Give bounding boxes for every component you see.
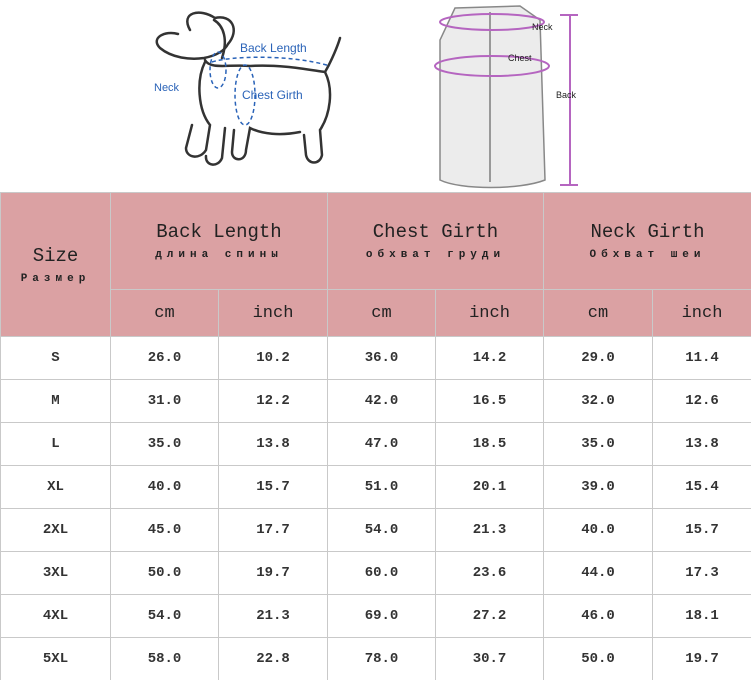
value-cell: 29.0: [543, 336, 653, 380]
table-row: L 35.0 13.8 47.0 18.5 35.0 13.8: [0, 422, 751, 466]
value-cell: 14.2: [435, 336, 544, 380]
size-cell: L: [0, 422, 111, 466]
table-row: 4XL 54.0 21.3 69.0 27.2 46.0 18.1: [0, 594, 751, 638]
value-cell: 20.1: [435, 465, 544, 509]
value-cell: 21.3: [435, 508, 544, 552]
value-cell: 54.0: [327, 508, 436, 552]
value-cell: 42.0: [327, 379, 436, 423]
value-cell: 23.6: [435, 551, 544, 595]
size-header-en: Size: [32, 244, 79, 267]
value-cell: 46.0: [543, 594, 653, 638]
value-cell: 11.4: [651, 336, 751, 380]
size-cell: 4XL: [0, 594, 111, 638]
vest-label-neck: Neck: [532, 22, 553, 32]
value-cell: 47.0: [327, 422, 436, 466]
value-cell: 32.0: [543, 379, 653, 423]
vest-drawing: [434, 5, 578, 189]
value-cell: 50.0: [110, 551, 219, 595]
table-row: XL 40.0 15.7 51.0 20.1 39.0 15.4: [0, 465, 751, 509]
vest-label-chest: Chest: [508, 53, 532, 63]
unit-header: inch: [651, 289, 751, 337]
table-row: 5XL 58.0 22.8 78.0 30.7 50.0 19.7: [0, 637, 751, 680]
value-cell: 45.0: [110, 508, 219, 552]
value-cell: 58.0: [110, 637, 219, 680]
value-cell: 13.8: [218, 422, 328, 466]
value-cell: 40.0: [543, 508, 653, 552]
group-header: Chest Girth обхват груди: [327, 192, 544, 290]
table-row: 3XL 50.0 19.7 60.0 23.6 44.0 17.3: [0, 551, 751, 595]
value-cell: 54.0: [110, 594, 219, 638]
table-row: 2XL 45.0 17.7 54.0 21.3 40.0 15.7: [0, 508, 751, 552]
value-cell: 15.7: [218, 465, 328, 509]
value-cell: 10.2: [218, 336, 328, 380]
value-cell: 21.3: [218, 594, 328, 638]
size-cell: 5XL: [0, 637, 111, 680]
value-cell: 44.0: [543, 551, 653, 595]
dog-measure-lines: [209, 51, 331, 126]
value-cell: 78.0: [327, 637, 436, 680]
group-header-en: Back Length: [156, 221, 282, 243]
value-cell: 27.2: [435, 594, 544, 638]
size-header-ru: Размер: [20, 272, 91, 285]
value-cell: 19.7: [651, 637, 751, 680]
group-header-ru: обхват груди: [365, 249, 506, 261]
value-cell: 18.1: [651, 594, 751, 638]
table-row: S 26.0 10.2 36.0 14.2 29.0 11.4: [0, 336, 751, 380]
group-header-en: Chest Girth: [372, 221, 499, 243]
group-header-ru: Обхват шеи: [589, 249, 706, 261]
size-cell: 2XL: [0, 508, 111, 552]
vest-label-back: Back: [556, 90, 577, 100]
value-cell: 19.7: [218, 551, 328, 595]
size-header: Size Размер: [0, 192, 111, 337]
value-cell: 12.6: [651, 379, 751, 423]
size-cell: 3XL: [0, 551, 111, 595]
value-cell: 30.7: [435, 637, 544, 680]
value-cell: 22.8: [218, 637, 328, 680]
value-cell: 35.0: [543, 422, 653, 466]
value-cell: 16.5: [435, 379, 544, 423]
value-cell: 17.3: [651, 551, 751, 595]
value-cell: 17.7: [218, 508, 328, 552]
size-cell: S: [0, 336, 111, 380]
size-cell: M: [0, 379, 111, 423]
table-row: M 31.0 12.2 42.0 16.5 32.0 12.6: [0, 379, 751, 423]
unit-header: cm: [110, 289, 219, 337]
size-table: Size Размер Back Length длина спины Chest …: [0, 192, 751, 680]
group-header: Back Length длина спины: [110, 192, 328, 290]
size-cell: XL: [0, 465, 111, 509]
dog-label-chest: Chest Girth: [242, 88, 303, 102]
group-header-en: Neck Girth: [590, 221, 705, 243]
value-cell: 51.0: [327, 465, 436, 509]
value-cell: 35.0: [110, 422, 219, 466]
unit-header: inch: [218, 289, 328, 337]
dog-drawing: [155, 11, 342, 166]
value-cell: 12.2: [218, 379, 328, 423]
unit-header: cm: [543, 289, 653, 337]
group-header: Neck Girth Обхват шеи: [542, 192, 751, 290]
group-header-ru: длина спины: [155, 249, 283, 261]
value-cell: 13.8: [651, 422, 751, 466]
value-cell: 15.7: [651, 508, 751, 552]
illustration: Back Length Neck Chest Girth Neck Chest …: [154, 5, 578, 189]
value-cell: 39.0: [543, 465, 653, 509]
value-cell: 18.5: [435, 422, 544, 466]
value-cell: 26.0: [110, 336, 219, 380]
unit-header: cm: [327, 289, 436, 337]
value-cell: 36.0: [327, 336, 436, 380]
unit-header: inch: [435, 289, 544, 337]
value-cell: 15.4: [651, 465, 751, 509]
dog-label-neck: Neck: [154, 82, 180, 94]
value-cell: 69.0: [327, 594, 436, 638]
value-cell: 60.0: [327, 551, 436, 595]
value-cell: 31.0: [110, 379, 219, 423]
dog-label-back: Back Length: [240, 41, 307, 55]
value-cell: 40.0: [110, 465, 219, 509]
value-cell: 50.0: [543, 637, 653, 680]
